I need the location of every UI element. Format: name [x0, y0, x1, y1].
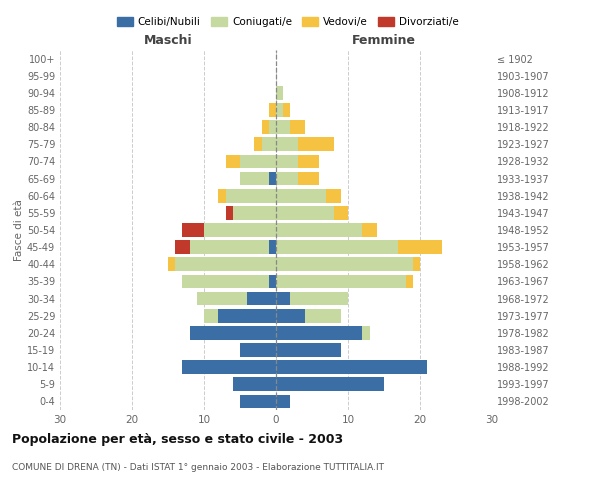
Text: Maschi: Maschi: [143, 34, 193, 46]
Bar: [276, 223, 362, 237]
Bar: [276, 394, 290, 408]
Text: COMUNE DI DRENA (TN) - Dati ISTAT 1° gennaio 2003 - Elaborazione TUTTITALIA.IT: COMUNE DI DRENA (TN) - Dati ISTAT 1° gen…: [12, 462, 384, 471]
Bar: [240, 343, 276, 357]
Text: Femmine: Femmine: [352, 34, 416, 46]
Bar: [276, 292, 290, 306]
Bar: [197, 292, 247, 306]
Bar: [233, 206, 276, 220]
Bar: [290, 292, 348, 306]
Bar: [269, 240, 276, 254]
Bar: [190, 240, 269, 254]
Bar: [290, 120, 305, 134]
Bar: [204, 223, 276, 237]
Bar: [283, 103, 290, 117]
Bar: [218, 309, 276, 322]
Bar: [276, 378, 384, 391]
Bar: [276, 189, 326, 202]
Bar: [168, 258, 175, 271]
Bar: [406, 274, 413, 288]
Bar: [226, 189, 276, 202]
Bar: [276, 343, 341, 357]
Bar: [182, 360, 276, 374]
Bar: [240, 154, 276, 168]
Bar: [269, 103, 276, 117]
Bar: [276, 360, 427, 374]
Legend: Celibi/Nubili, Coniugati/e, Vedovi/e, Divorziati/e: Celibi/Nubili, Coniugati/e, Vedovi/e, Di…: [113, 12, 463, 32]
Bar: [305, 309, 341, 322]
Text: Popolazione per età, sesso e stato civile - 2003: Popolazione per età, sesso e stato civil…: [12, 432, 343, 446]
Bar: [276, 172, 298, 185]
Y-axis label: Fasce di età: Fasce di età: [14, 199, 24, 261]
Bar: [233, 378, 276, 391]
Bar: [298, 138, 334, 151]
Bar: [276, 309, 305, 322]
Bar: [276, 274, 406, 288]
Bar: [276, 86, 283, 100]
Bar: [398, 240, 442, 254]
Bar: [175, 240, 190, 254]
Bar: [276, 258, 413, 271]
Bar: [269, 172, 276, 185]
Bar: [276, 138, 298, 151]
Bar: [362, 326, 370, 340]
Bar: [182, 223, 204, 237]
Bar: [240, 394, 276, 408]
Bar: [334, 206, 348, 220]
Bar: [326, 189, 341, 202]
Bar: [240, 172, 269, 185]
Bar: [190, 326, 276, 340]
Bar: [413, 258, 420, 271]
Bar: [262, 120, 269, 134]
Bar: [276, 103, 283, 117]
Bar: [175, 258, 276, 271]
Bar: [247, 292, 276, 306]
Bar: [298, 154, 319, 168]
Bar: [276, 206, 334, 220]
Bar: [254, 138, 262, 151]
Bar: [262, 138, 276, 151]
Bar: [218, 189, 226, 202]
Bar: [269, 274, 276, 288]
Bar: [276, 240, 398, 254]
Bar: [269, 120, 276, 134]
Bar: [204, 309, 218, 322]
Bar: [276, 154, 298, 168]
Bar: [226, 206, 233, 220]
Bar: [182, 274, 269, 288]
Bar: [298, 172, 319, 185]
Bar: [276, 120, 290, 134]
Bar: [362, 223, 377, 237]
Bar: [226, 154, 240, 168]
Bar: [276, 326, 362, 340]
